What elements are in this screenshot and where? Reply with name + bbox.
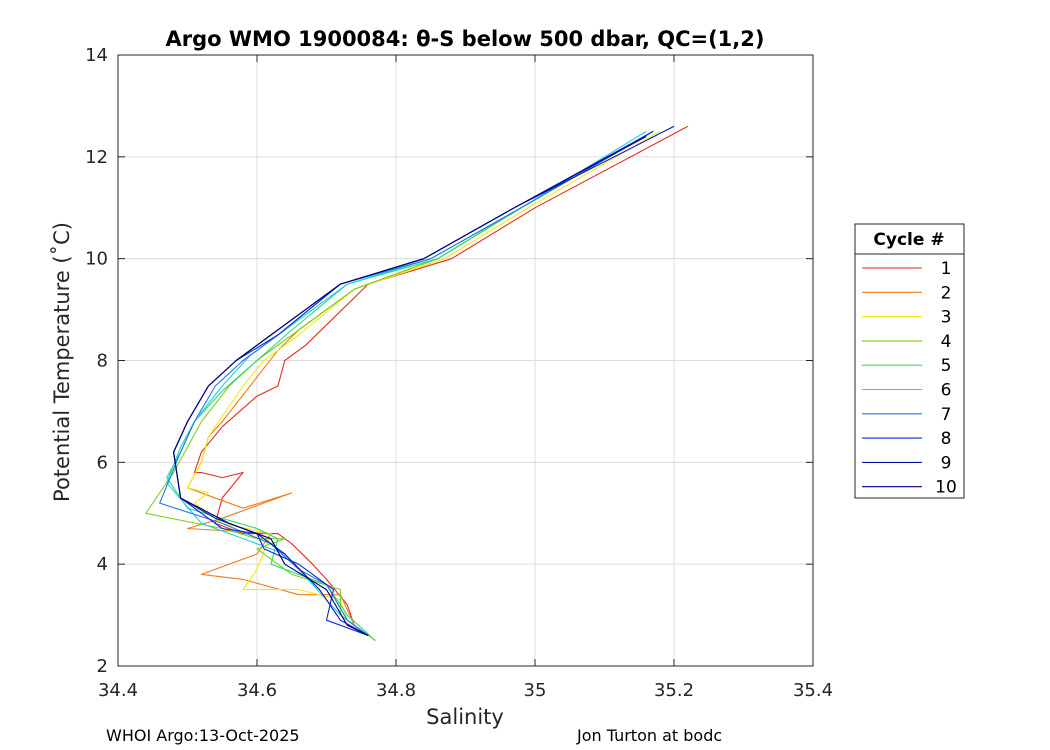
x-axis-label: Salinity	[426, 705, 504, 729]
chart-title: Argo WMO 1900084: θ-S below 500 dbar, QC…	[166, 27, 765, 51]
legend-label-cycle-8: 8	[941, 429, 952, 449]
legend-label-cycle-1: 1	[941, 259, 952, 279]
y-tick-label: 12	[85, 147, 108, 168]
legend-label-cycle-3: 3	[941, 308, 952, 328]
legend-label-cycle-6: 6	[941, 381, 952, 401]
y-axis-label: Potential Temperature (˚C)	[50, 222, 74, 502]
legend-label-cycle-9: 9	[941, 453, 952, 473]
y-tick-label: 8	[97, 351, 108, 372]
y-tick-label: 2	[97, 656, 108, 677]
y-tick-label: 14	[85, 45, 108, 66]
x-tick-label: 35.2	[654, 680, 694, 701]
legend-label-cycle-7: 7	[941, 405, 952, 425]
y-tick-label: 10	[85, 249, 108, 270]
series-line-cycle-10	[173, 136, 647, 636]
axis-ticks: 34.4 34.6 34.8 35 35.2 35.4 2 4 6 8 10 12 14	[85, 45, 833, 701]
x-tick-label: 34.4	[98, 680, 138, 701]
x-tick-label: 34.8	[376, 680, 416, 701]
legend-label-cycle-10: 10	[935, 478, 957, 498]
legend-label-cycle-2: 2	[941, 283, 952, 303]
series-line-cycle-3	[186, 130, 661, 641]
legend-title: Cycle #	[873, 230, 944, 250]
legend-entries: 1 2 3 4 5 6 7 8 9 10	[862, 259, 957, 498]
y-tick-label: 6	[97, 452, 108, 473]
x-tick-label: 35	[524, 680, 547, 701]
legend-box	[854, 223, 965, 499]
y-tick-label: 4	[97, 554, 108, 575]
series-line-cycle-7	[159, 130, 654, 636]
series-lines	[145, 125, 689, 641]
footer-left-text: WHOI Argo:13-Oct-2025	[106, 726, 300, 745]
x-tick-label: 34.6	[237, 680, 277, 701]
legend: Cycle # 1 2 3 4 5 6 7 8 9 10	[854, 223, 965, 499]
x-tick-label: 35.4	[793, 680, 833, 701]
legend-label-cycle-5: 5	[941, 356, 952, 376]
series-line-cycle-4	[145, 130, 654, 636]
series-line-cycle-1	[193, 125, 689, 641]
legend-label-cycle-4: 4	[941, 332, 952, 352]
footer-right-text: Jon Turton at bodc	[576, 726, 722, 745]
